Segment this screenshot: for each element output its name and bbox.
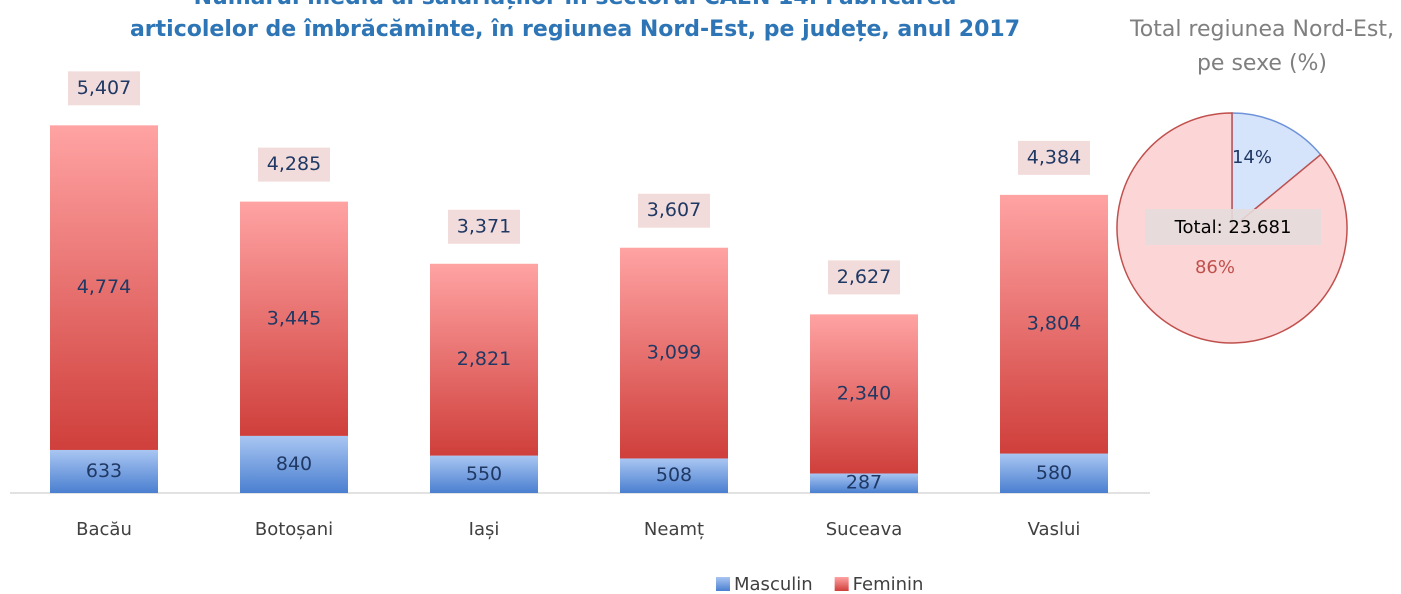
bar-segment bbox=[430, 263, 538, 456]
legend-label: Masculin bbox=[734, 574, 813, 594]
total-label-box bbox=[1018, 140, 1090, 175]
pie-label: 14% bbox=[1232, 147, 1272, 168]
bar-segment bbox=[620, 247, 728, 459]
data-label: 3,804 bbox=[1027, 313, 1081, 335]
data-label: 633 bbox=[86, 460, 122, 482]
x-tick-label: Botoșani bbox=[255, 519, 333, 540]
pie-title: Total regiunea Nord-Est, bbox=[1129, 17, 1394, 42]
bar-segment bbox=[1000, 194, 1108, 454]
total-label-box bbox=[828, 260, 900, 295]
data-label: 3,099 bbox=[647, 342, 701, 364]
bar-segment bbox=[1000, 453, 1108, 493]
data-label: 550 bbox=[466, 463, 502, 485]
legend-swatch bbox=[834, 577, 849, 591]
total-label: 2,627 bbox=[837, 266, 891, 288]
legend-swatch bbox=[716, 577, 730, 591]
x-tick-label: Iași bbox=[469, 519, 500, 540]
pie-label: 86% bbox=[1195, 257, 1235, 278]
total-label: 4,285 bbox=[267, 153, 321, 175]
total-label: 4,384 bbox=[1027, 146, 1081, 168]
x-tick-label: Vaslui bbox=[1028, 519, 1081, 540]
total-label-box bbox=[448, 209, 520, 244]
bar-segment bbox=[620, 458, 728, 493]
bar-segment bbox=[240, 201, 348, 436]
chart-title: Numărul mediu al salariaților în sectoru… bbox=[194, 0, 957, 10]
pie-title: pe sexe (%) bbox=[1197, 51, 1327, 76]
total-label-box bbox=[638, 193, 710, 228]
annotation: Total: 23.681 bbox=[1174, 217, 1292, 238]
data-label: 3,445 bbox=[267, 307, 321, 329]
data-label: 287 bbox=[846, 472, 882, 494]
data-label: 4,774 bbox=[77, 276, 131, 298]
data-label: 2,821 bbox=[457, 348, 511, 370]
chart-title: articolelor de îmbrăcăminte, în regiunea… bbox=[130, 17, 1020, 42]
bar-segment bbox=[240, 435, 348, 493]
data-label: 840 bbox=[276, 453, 312, 475]
legend-label: Feminin bbox=[853, 574, 924, 594]
data-label: 508 bbox=[656, 464, 692, 486]
bar-segment bbox=[50, 125, 158, 450]
bar-segment bbox=[50, 449, 158, 493]
data-label: 2,340 bbox=[837, 382, 891, 404]
x-tick-label: Suceava bbox=[826, 519, 903, 540]
total-label-box bbox=[258, 147, 330, 182]
total-label: 3,607 bbox=[647, 199, 701, 221]
bar-segment bbox=[430, 455, 538, 493]
data-label: 580 bbox=[1036, 462, 1072, 484]
bar-segment bbox=[810, 314, 918, 474]
annotation-box bbox=[1145, 209, 1321, 245]
total-label-box bbox=[68, 71, 140, 106]
bar-segment bbox=[810, 473, 918, 493]
x-tick-label: Neamț bbox=[644, 519, 704, 540]
total-label: 5,407 bbox=[77, 77, 131, 99]
pie-slice bbox=[1231, 112, 1322, 230]
x-tick-label: Bacău bbox=[76, 519, 132, 540]
total-label: 3,371 bbox=[457, 215, 511, 237]
